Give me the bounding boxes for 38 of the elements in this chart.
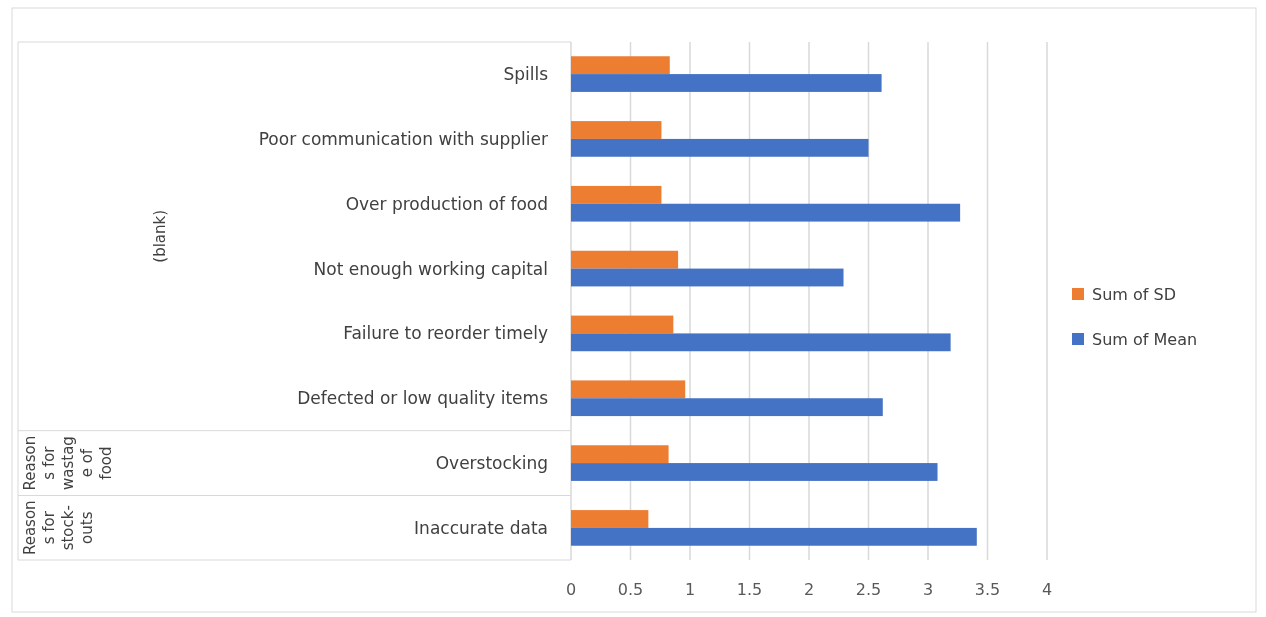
bar bbox=[571, 56, 670, 75]
y-tick-label: Failure to reorder timely bbox=[343, 323, 548, 344]
text: Reasons for wastage of food bbox=[21, 435, 115, 491]
text: Reasons for stock-outs bbox=[21, 500, 96, 556]
bar bbox=[571, 380, 686, 399]
bar bbox=[571, 250, 679, 269]
y-tick-label: Not enough working capital bbox=[313, 258, 548, 279]
x-tick-label: 4 bbox=[1041, 580, 1053, 599]
x-tick-label: 0 bbox=[565, 580, 577, 599]
bar bbox=[571, 185, 662, 204]
x-tick-label: 1 bbox=[684, 580, 696, 599]
x-tick-label: 1.5 bbox=[736, 580, 763, 599]
bar bbox=[571, 463, 938, 481]
bar bbox=[571, 138, 869, 157]
bar bbox=[571, 268, 844, 287]
bar bbox=[571, 527, 977, 546]
bar bbox=[571, 333, 951, 352]
legend-label: Sum of SD bbox=[1092, 285, 1176, 304]
y-tick-label: Poor communication with supplier bbox=[258, 128, 548, 149]
legend-label: Sum of Mean bbox=[1092, 330, 1198, 349]
bar bbox=[571, 74, 882, 92]
x-tick-label: 3 bbox=[922, 580, 934, 599]
y-tick-label: Overstocking bbox=[435, 453, 548, 474]
x-tick-label: 0.5 bbox=[617, 580, 644, 599]
bar bbox=[571, 203, 961, 222]
y-tick-label: Defected or low quality items bbox=[297, 388, 549, 409]
x-tick-label: 3.5 bbox=[974, 580, 1001, 599]
bar bbox=[571, 121, 662, 139]
x-tick-label: 2 bbox=[803, 580, 815, 599]
y-tick-label: Over production of food bbox=[345, 193, 548, 214]
bar bbox=[571, 510, 649, 528]
y-tick-label: Spills bbox=[503, 64, 549, 85]
y-tick-label: Inaccurate data bbox=[414, 517, 548, 538]
x-tick-label: 2.5 bbox=[855, 580, 882, 599]
bar bbox=[571, 445, 669, 464]
bar bbox=[571, 398, 883, 417]
text: (blank) bbox=[151, 209, 169, 263]
bar bbox=[571, 315, 674, 334]
